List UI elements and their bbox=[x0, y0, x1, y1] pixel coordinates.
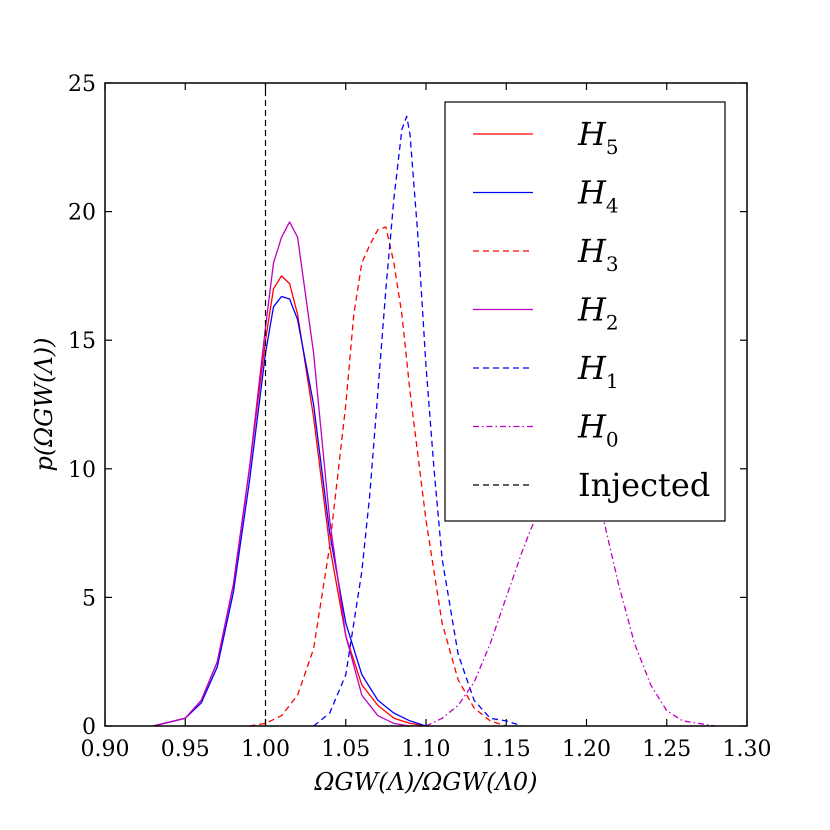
x-tick-label: 1.00 bbox=[241, 737, 290, 762]
legend-label-sub: 0 bbox=[606, 428, 619, 452]
axes: 0.90 0.95 1.00 1.05 1.10 1.15 1.20 1.25 1.300510… bbox=[68, 72, 771, 762]
x-tick-label: 1.05 bbox=[321, 737, 370, 762]
x-tick-label: 1.20 bbox=[562, 737, 611, 762]
x-tick-label: 1.10 bbox=[402, 737, 451, 762]
legend-label-h2: H2 bbox=[577, 291, 619, 335]
legend-label-h3: H3 bbox=[577, 232, 619, 276]
series-line-h5 bbox=[153, 275, 427, 727]
legend-label-h4: H4 bbox=[577, 174, 619, 218]
x-tick-label: 1.15 bbox=[482, 737, 531, 762]
y-tick-label: 25 bbox=[68, 72, 96, 97]
legend-label-base: H bbox=[577, 349, 607, 387]
legend-label-base: H bbox=[577, 232, 607, 270]
x-tick-label: 0.95 bbox=[161, 737, 210, 762]
x-tick-label: 1.25 bbox=[642, 737, 691, 762]
legend-box bbox=[444, 101, 726, 522]
x-axis-label: ΩGW(Λ)/ΩGW(Λ0) bbox=[314, 768, 538, 796]
y-axis-label: p(ΩGW(Λ)) bbox=[30, 338, 58, 472]
legend-label-sub: 3 bbox=[606, 252, 619, 276]
axis-labels: ΩGW(Λ)/ΩGW(Λ0) p(ΩGW(Λ)) bbox=[30, 338, 537, 796]
series-line-h4 bbox=[153, 295, 427, 727]
y-tick-label: 20 bbox=[68, 201, 96, 226]
legend-label-base: H bbox=[577, 291, 607, 329]
legend-label-sub: 1 bbox=[606, 369, 619, 393]
x-tick-label: 1.30 bbox=[723, 737, 772, 762]
plot-frame bbox=[104, 82, 748, 727]
legend-label-base: H bbox=[577, 174, 607, 212]
y-tick-label: 5 bbox=[82, 586, 96, 611]
series-line-h1 bbox=[313, 115, 523, 727]
x-tick-label: 0.90 bbox=[81, 737, 130, 762]
legend-label-h1: H1 bbox=[577, 349, 619, 393]
legend-label-base: H bbox=[577, 115, 607, 153]
series-line-h3 bbox=[249, 226, 507, 727]
legend-label-sub: 2 bbox=[606, 311, 619, 335]
y-tick-label: 10 bbox=[68, 458, 96, 483]
y-tick-label: 0 bbox=[82, 715, 96, 740]
legend-label-injected: Injected bbox=[578, 466, 710, 504]
legend-label-h0: H0 bbox=[577, 408, 619, 452]
series-line-h2 bbox=[153, 221, 411, 727]
legend-label-sub: 5 bbox=[606, 135, 619, 159]
legend-label-sub: 4 bbox=[606, 194, 619, 218]
plot-border bbox=[104, 82, 748, 727]
legend-label-h5: H5 bbox=[577, 115, 619, 159]
y-tick-label: 15 bbox=[68, 329, 96, 354]
legend-label-base: Injected bbox=[578, 466, 710, 504]
legend-label-base: H bbox=[577, 408, 607, 446]
